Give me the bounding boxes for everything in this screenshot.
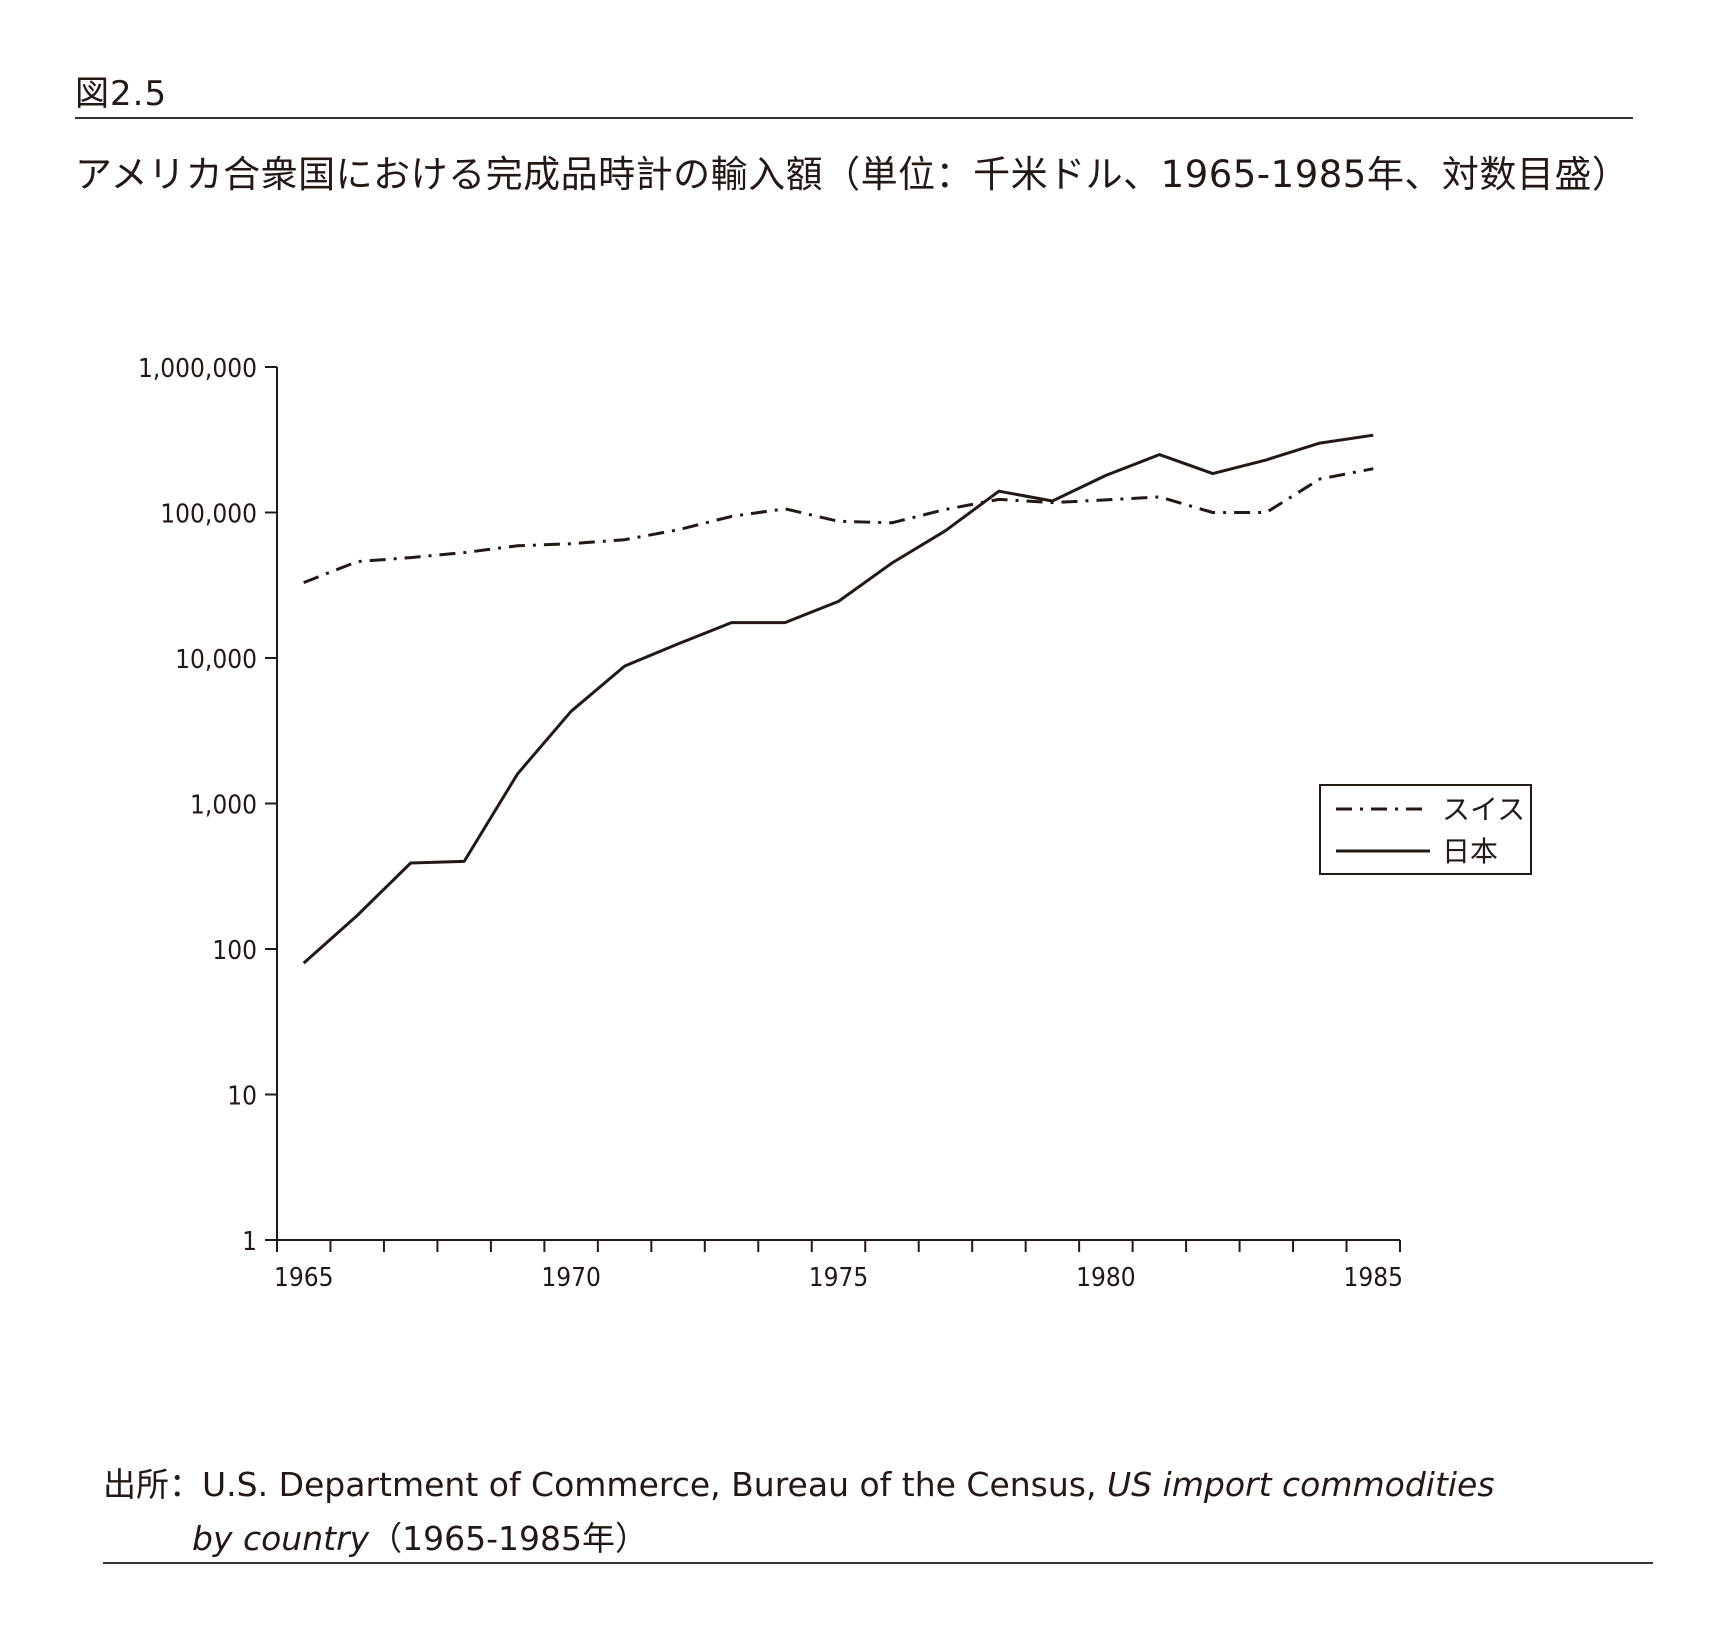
- y-tick-label: 10,000: [175, 645, 257, 675]
- source-prefix: 出所：: [103, 1465, 202, 1504]
- source-publication-cont: by country: [192, 1519, 370, 1558]
- y-tick-label: 100,000: [160, 500, 257, 530]
- source-line-1: 出所：U.S. Department of Commerce, Bureau o…: [103, 1458, 1495, 1512]
- y-tick-label: 1: [242, 1227, 257, 1257]
- x-tick-label: 1965: [274, 1263, 334, 1293]
- x-tick-label: 1975: [809, 1263, 869, 1293]
- source-note: 出所：U.S. Department of Commerce, Bureau o…: [103, 1458, 1495, 1566]
- legend-label: 日本: [1442, 835, 1498, 868]
- x-tick-label: 1980: [1076, 1263, 1136, 1293]
- chart-series: [302, 433, 1374, 965]
- y-tick-label: 10: [227, 1082, 257, 1112]
- chart-title: アメリカ合衆国における完成品時計の輸入額（単位：千米ドル、1965-1985年、…: [75, 153, 1630, 196]
- top-rule: [75, 117, 1633, 119]
- y-tick-label: 1,000,000: [138, 354, 257, 384]
- y-tick-label: 100: [212, 936, 257, 966]
- series-line-switzerland: [303, 467, 1374, 584]
- legend-box: [1319, 784, 1532, 875]
- source-years: （1965-1985年）: [369, 1519, 649, 1558]
- source-line-2: by country（1965-1985年）: [103, 1512, 1495, 1566]
- chart-axes: 1 10 100 1,000 10,000 100,000 1,000,000 1965 197…: [138, 354, 1403, 1293]
- legend-label: スイス: [1442, 793, 1525, 826]
- x-tick-label: 1970: [541, 1263, 601, 1293]
- source-publication: US import commodities: [1106, 1465, 1495, 1504]
- bottom-rule: [103, 1562, 1653, 1564]
- figure-label: 図2.5: [75, 74, 168, 114]
- x-tick-label: 1985: [1344, 1263, 1404, 1293]
- series-line-japan: [302, 433, 1374, 965]
- y-tick-label: 1,000: [190, 791, 257, 821]
- source-text: U.S. Department of Commerce, Bureau of t…: [202, 1465, 1107, 1504]
